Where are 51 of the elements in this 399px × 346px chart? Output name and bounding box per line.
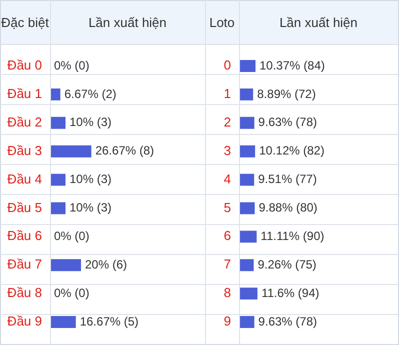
data-label: 26.67% (8) [95, 144, 154, 158]
y-tick-label: Đầu 2 [7, 114, 42, 130]
y-tick-label: 4 [224, 171, 231, 186]
y-tick-label: Đầu 7 [7, 256, 42, 272]
data-label: 10% (3) [70, 172, 112, 186]
y-axis-title: Loto [209, 14, 235, 30]
bar [50, 88, 60, 100]
bar [50, 116, 66, 129]
data-label: 0% (0) [54, 286, 90, 300]
y-tick-label: 0 [224, 58, 231, 73]
y-tick-label: Đầu 3 [7, 142, 42, 158]
y-tick-label: 5 [224, 200, 231, 215]
data-label: 6.67% (2) [64, 86, 116, 101]
y-tick-label: Đầu 0 [7, 58, 42, 73]
y-tick-label: Đầu 8 [7, 285, 42, 300]
data-label: 11.11% (90) [260, 228, 324, 243]
data-label: 0% (0) [54, 58, 90, 72]
y-tick-label: 9 [224, 314, 231, 329]
x-axis-title: Lần xuất hiện [279, 14, 358, 30]
data-label: 11.6% (94) [261, 286, 320, 300]
data-label: 9.63% (78) [258, 115, 318, 130]
y-tick-label: Đầu 1 [7, 86, 42, 102]
y-tick-label: 2 [224, 114, 231, 130]
bar [50, 259, 81, 272]
y-tick-label: Đầu 5 [7, 200, 42, 215]
bar [50, 145, 92, 158]
y-tick-label: Đầu 6 [7, 228, 42, 244]
data-label: 20% (6) [85, 257, 128, 272]
data-label: 9.88% (80) [258, 200, 318, 215]
data-label: 9.26% (75) [258, 257, 316, 272]
bar [50, 202, 66, 214]
data-label: 8.89% (72) [257, 86, 316, 101]
data-label: 10% (3) [70, 200, 112, 215]
y-tick-label: Đầu 4 [7, 171, 42, 186]
y-tick-label: 7 [224, 256, 231, 272]
y-axis-title: Đặc biệt [1, 14, 49, 30]
bar [50, 174, 66, 186]
y-tick-label: 1 [224, 86, 231, 102]
data-label: 10% (3) [70, 115, 112, 130]
y-tick-label: 8 [224, 285, 231, 300]
data-label: 10.37% (84) [259, 58, 325, 72]
data-label: 9.51% (77) [258, 172, 317, 186]
data-label: 0% (0) [54, 228, 90, 243]
data-label: 10.12% (82) [259, 144, 324, 158]
data-label: 16.67% (5) [80, 314, 139, 328]
y-tick-label: Đầu 9 [7, 314, 42, 329]
y-tick-label: 3 [224, 142, 231, 158]
y-tick-label: 6 [224, 228, 231, 244]
x-axis-title: Lần xuất hiện [88, 14, 167, 30]
bar [50, 316, 76, 328]
data-label: 9.63% (78) [258, 314, 318, 328]
